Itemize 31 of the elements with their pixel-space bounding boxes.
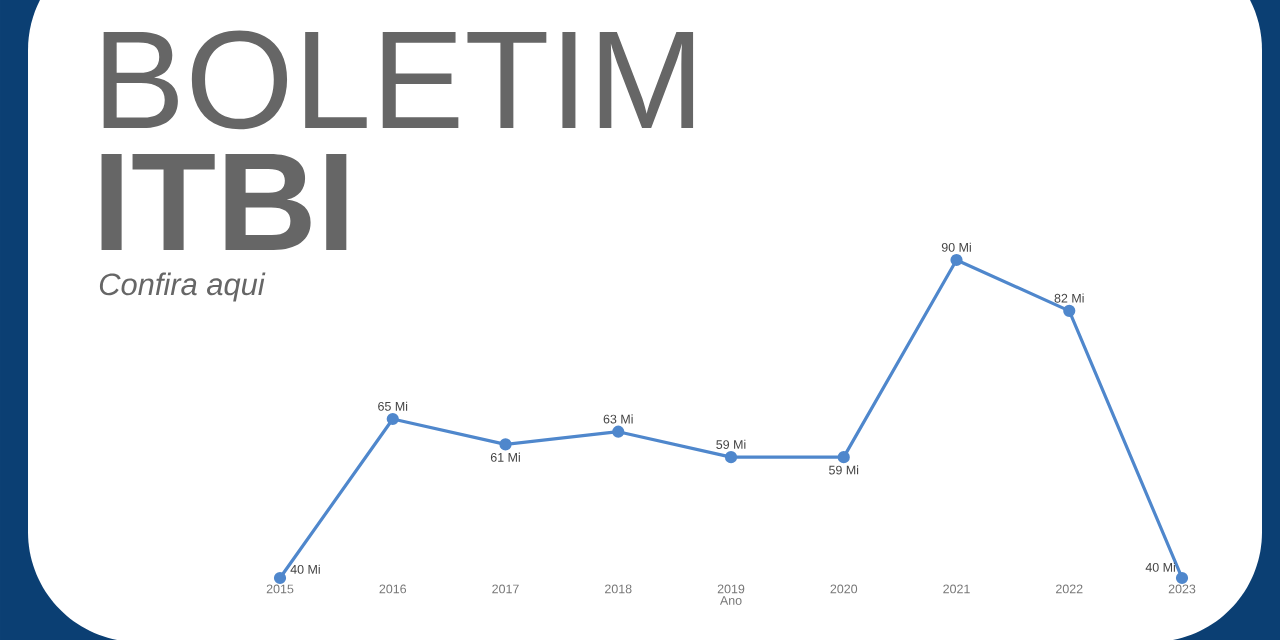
x-tick-label: 2020 [830, 584, 858, 594]
data-label: 63 Mi [603, 414, 633, 424]
point [273, 571, 287, 585]
x-tick-label: 2023 [1168, 584, 1196, 594]
data-label: 82 Mi [1054, 293, 1084, 303]
x-tick-label: 2021 [943, 584, 970, 594]
point [386, 412, 399, 426]
data-label: 40 Mi [1145, 562, 1175, 572]
point [724, 451, 738, 464]
chart-subtitle: ITBI [101, 154, 347, 250]
data-label: 59 Mi [716, 439, 746, 449]
point [1175, 571, 1189, 585]
data-label: 40 Mi [290, 564, 320, 574]
data-label: 59 Mi [829, 465, 859, 475]
point [499, 438, 512, 451]
point [1063, 304, 1076, 317]
x-axis-title: Ano [719, 596, 742, 605]
x-tick-label: 2017 [492, 584, 519, 594]
x-tick-label: 2016 [379, 584, 407, 594]
point [837, 451, 850, 464]
data-label: 61 Mi [490, 452, 520, 462]
point [950, 253, 963, 267]
x-tick-label: 2015 [266, 584, 294, 594]
point [612, 425, 625, 438]
data-label: 65 Mi [378, 401, 408, 411]
x-tick-label: 2018 [605, 584, 632, 594]
x-tick-label: 2019 [717, 584, 745, 594]
x-tick-label: 2022 [1056, 584, 1083, 594]
data-label: 90 Mi [941, 242, 971, 252]
chart-title: BOLETIM [103, 30, 694, 130]
annotation: Confira aqui [99, 272, 266, 302]
